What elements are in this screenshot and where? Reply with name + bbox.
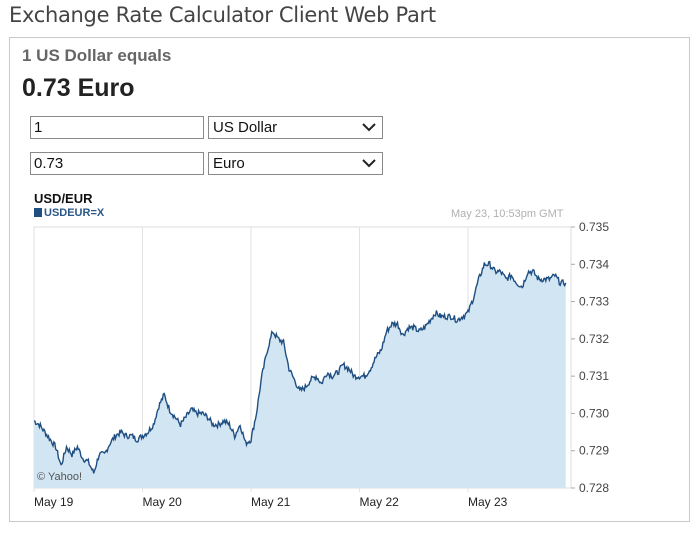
y-tick-label: 0.728 <box>579 481 609 495</box>
chevron-down-icon <box>362 123 376 132</box>
y-tick-label: 0.732 <box>579 332 609 346</box>
series-line <box>33 260 567 474</box>
y-tick-label: 0.730 <box>579 406 609 420</box>
series-area <box>34 261 566 488</box>
conversion-result: 0.73 Euro <box>22 74 135 102</box>
exchange-rate-chart: May 19 May 20 May 21 May 22 May 23 0.735 0.734… <box>33 220 609 509</box>
x-tick-label: May 20 <box>143 495 183 509</box>
legend-swatch <box>34 208 42 217</box>
yahoo-watermark: © Yahoo! <box>37 471 82 483</box>
equals-label: 1 US Dollar equals <box>22 46 172 65</box>
x-tick-label: May 19 <box>34 495 74 509</box>
y-tick-label: 0.735 <box>579 220 609 234</box>
to-currency-value: Euro <box>213 155 245 172</box>
from-currency-value: US Dollar <box>213 119 278 136</box>
to-currency-select[interactable]: Euro <box>208 152 383 175</box>
chevron-down-icon <box>362 159 376 168</box>
from-amount-input[interactable] <box>30 116 204 139</box>
chart-legend: USDEUR=X <box>34 207 104 219</box>
y-tick-label: 0.733 <box>579 295 609 309</box>
y-tick-label: 0.734 <box>579 257 609 271</box>
legend-label: USDEUR=X <box>44 207 105 219</box>
chart-title: USD/EUR <box>34 191 93 206</box>
chart-timestamp: May 23, 10:53pm GMT <box>451 208 564 220</box>
x-tick-label: May 22 <box>360 495 400 509</box>
x-tick-label: May 21 <box>251 495 291 509</box>
y-tick-label: 0.731 <box>579 369 609 383</box>
exchange-rate-web-part: 1 US Dollar equals 0.73 Euro US Dollar E… <box>9 37 690 522</box>
y-tick-label: 0.729 <box>579 444 609 458</box>
x-tick-label: May 23 <box>468 495 508 509</box>
from-currency-select[interactable]: US Dollar <box>208 116 383 139</box>
to-amount-input[interactable] <box>30 152 204 175</box>
page-title: Exchange Rate Calculator Client Web Part <box>9 3 436 27</box>
